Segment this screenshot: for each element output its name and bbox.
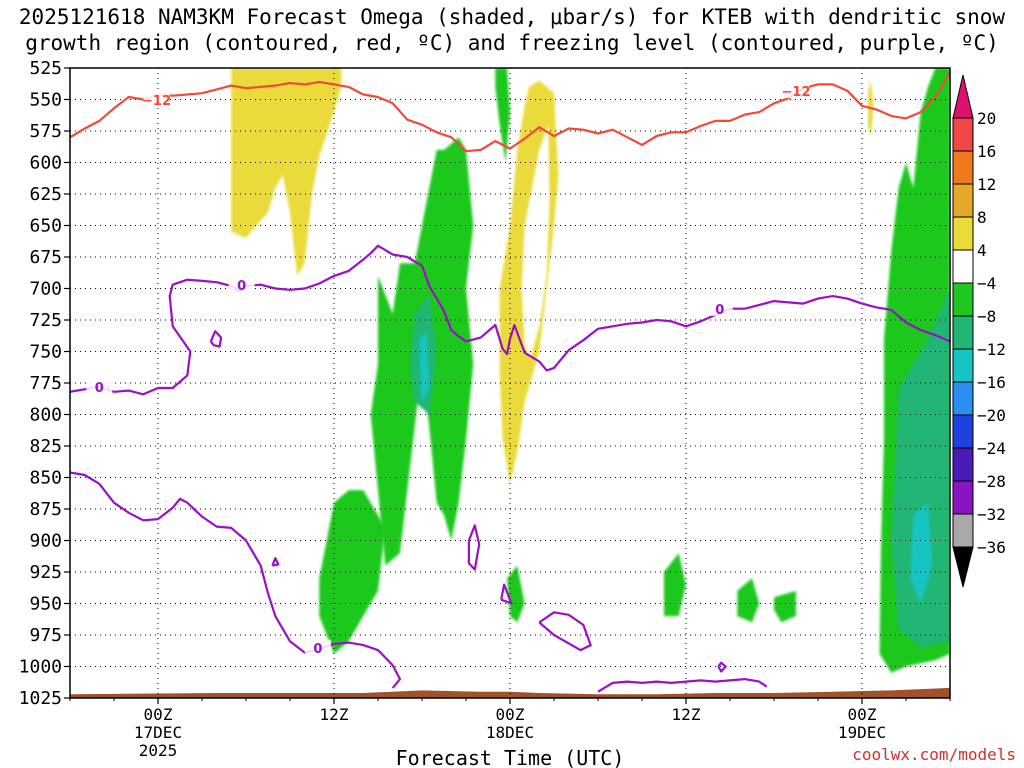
chart-title-line-2: growth region (contoured, red, ºC) and f…	[25, 31, 999, 55]
freezing-level-contour	[70, 244, 950, 396]
x-tick-label: 2025	[139, 741, 178, 760]
colorbar-swatch	[952, 546, 974, 588]
y-tick-label: 525	[29, 58, 62, 79]
x-tick-label: 19DEC	[838, 723, 886, 742]
colorbar-swatch	[952, 216, 974, 251]
colorbar-swatch	[952, 150, 974, 185]
x-tick-label: 00Z	[496, 705, 525, 724]
colorbar-swatch	[952, 315, 974, 350]
omega-region-downward-4	[507, 565, 525, 623]
y-tick-label: 850	[29, 468, 62, 489]
dgz-contour-label-bg	[783, 82, 809, 98]
y-tick-label: 650	[29, 216, 62, 237]
y-tick-label: 800	[29, 405, 62, 426]
freezing-contour-label-bg	[228, 276, 255, 292]
freezing-level-contour	[271, 557, 280, 567]
freezing-contour-label: 0	[237, 279, 246, 294]
site-credit[interactable]: coolwx.com/models	[852, 745, 1016, 764]
y-tick-label: 775	[29, 373, 62, 394]
x-tick-label: 12Z	[672, 705, 701, 724]
omega-region-downward-3	[319, 490, 386, 654]
x-tick-label: 18DEC	[486, 723, 534, 742]
freezing-contour-label-bg	[304, 639, 331, 655]
omega-region-upward-3	[521, 124, 550, 358]
chart-title-line-1: 2025121618 NAM3KM Forecast Omega (shaded…	[18, 5, 1006, 29]
y-tick-label: 1025	[19, 688, 62, 709]
colorbar-swatch	[952, 513, 974, 548]
colorbar-swatch	[952, 249, 974, 284]
y-tick-label: 750	[29, 342, 62, 363]
colorbar-swatch	[952, 348, 974, 383]
y-tick-label: 825	[29, 436, 62, 457]
omega-region-downward-6	[737, 578, 760, 623]
colorbar-label: 12	[977, 175, 996, 194]
x-tick-label: 12Z	[320, 705, 349, 724]
y-tick-label: 700	[29, 279, 62, 300]
freezing-level-contour	[717, 661, 727, 673]
freezing-level-contour	[70, 471, 402, 689]
y-tick-label: 975	[29, 625, 62, 646]
colorbar-swatch	[952, 74, 974, 119]
omega-region-downward-10	[910, 502, 933, 604]
y-tick-label: 925	[29, 562, 62, 583]
colorbar-label: −36	[977, 538, 1006, 557]
colorbar-swatch	[952, 447, 974, 482]
freezing-contour-label: 0	[95, 381, 104, 396]
omega-region-upward-1	[231, 68, 342, 276]
colorbar-label: −24	[977, 439, 1006, 458]
colorbar-swatch	[952, 117, 974, 152]
freezing-contour-label-bg	[706, 300, 733, 316]
y-tick-label: 900	[29, 531, 62, 552]
freezing-contour-label-bg	[86, 379, 113, 395]
terrain-ground	[70, 687, 950, 698]
colorbar-label: −32	[977, 505, 1006, 524]
x-tick-label: 00Z	[848, 705, 877, 724]
freezing-level-contour	[538, 611, 592, 652]
y-tick-label: 725	[29, 310, 62, 331]
freezing-contour-label: 0	[313, 642, 322, 657]
colorbar-label: 4	[977, 241, 987, 260]
y-tick-label: 550	[29, 90, 62, 111]
colorbar-swatch	[952, 480, 974, 515]
y-tick-label: 950	[29, 594, 62, 615]
colorbar-label: −4	[977, 274, 996, 293]
omega-region-downward-12	[419, 332, 430, 402]
colorbar-label: −20	[977, 406, 1006, 425]
colorbar-swatch	[952, 282, 974, 317]
dgz-contour-label: −12	[142, 94, 171, 109]
y-tick-label: 625	[29, 184, 62, 205]
freezing-level-contour	[500, 583, 513, 605]
colorbar-label: −12	[977, 340, 1006, 359]
freezing-level-contour	[467, 524, 481, 571]
y-tick-label: 575	[29, 121, 62, 142]
omega-region-downward-2	[495, 68, 510, 163]
colorbar-label: −28	[977, 472, 1006, 491]
omega-region-downward-7	[774, 590, 796, 623]
dgz-contour-label-bg	[143, 91, 170, 107]
y-tick-label: 600	[29, 153, 62, 174]
y-tick-label: 675	[29, 247, 62, 268]
colorbar-label: −16	[977, 373, 1006, 392]
y-tick-label: 1000	[19, 657, 62, 678]
x-axis-title: Forecast Time (UTC)	[396, 746, 625, 768]
x-tick-label: 00Z	[144, 705, 173, 724]
freezing-level-contour	[597, 678, 768, 693]
y-tick-label: 875	[29, 499, 62, 520]
colorbar-label: −8	[977, 307, 996, 326]
colorbar-swatch	[952, 414, 974, 449]
colorbar-label: 16	[977, 142, 996, 161]
omega-region-downward-9	[891, 288, 950, 648]
freezing-contour-label: 0	[715, 303, 724, 318]
colorbar-label: 20	[977, 109, 996, 128]
dgz-contour-label: −12	[782, 85, 811, 100]
freezing-level-contour	[209, 330, 223, 348]
colorbar-swatch	[952, 381, 974, 416]
x-tick-label: 17DEC	[134, 723, 182, 742]
omega-region-downward-5	[664, 553, 686, 617]
colorbar-label: 8	[977, 208, 987, 227]
colorbar-swatch	[952, 183, 974, 218]
